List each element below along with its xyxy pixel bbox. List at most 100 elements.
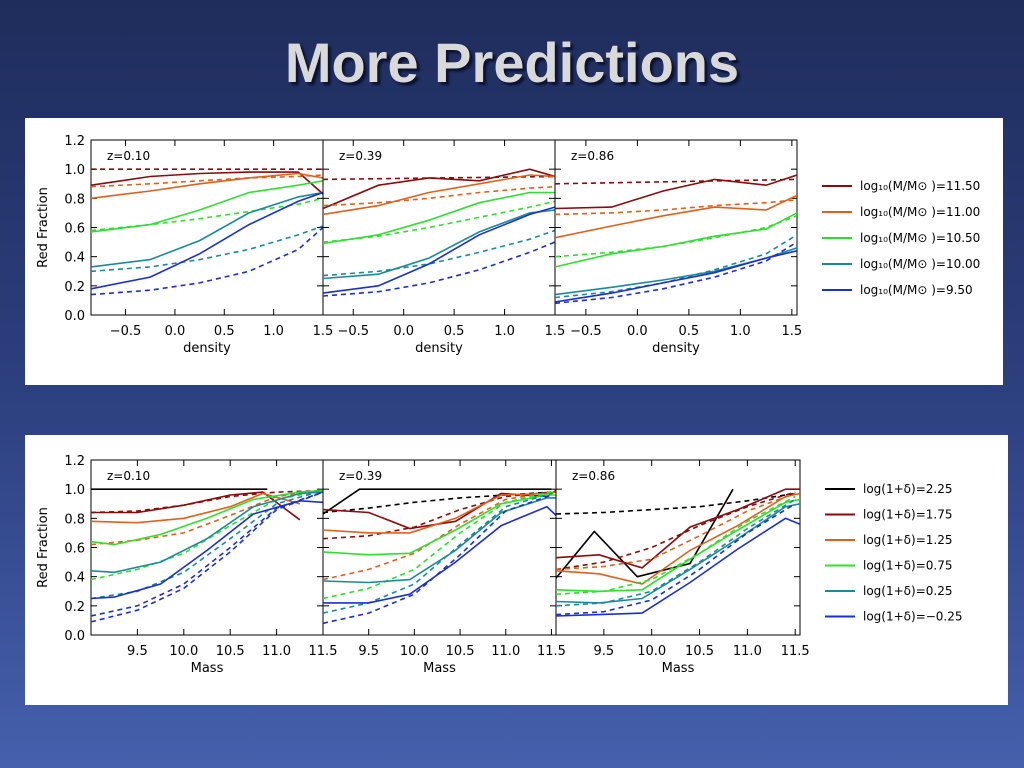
series-line-model: [91, 225, 323, 273]
series-line-data: [323, 505, 556, 604]
x-tick-label: 0.0: [627, 324, 648, 339]
x-tick-label: 11.5: [781, 644, 810, 659]
series-line-data: [323, 191, 555, 245]
series-line-data: [323, 488, 552, 515]
panel-1: 0.0 0.2 0.4 0.6 0.8 1.0 1.2 −0.5 0.0 0.5 1.0 1.5 den…: [64, 134, 333, 356]
legend-label: log(1+δ)=2.25: [863, 482, 952, 496]
x-tick-label: 1.0: [730, 324, 751, 339]
x-tick-label: 1.0: [494, 324, 515, 339]
series-group: [555, 174, 797, 305]
series-line-model: [555, 234, 797, 299]
x-tick-label: 1.5: [545, 324, 566, 339]
series-line-data: [555, 174, 797, 210]
legend-label: log(1+δ)=0.25: [863, 584, 952, 598]
y-tick-label: 0.2: [64, 600, 85, 615]
series-line-data: [323, 494, 556, 556]
x-tick-label: 9.5: [358, 644, 379, 659]
series-line-model: [556, 492, 796, 571]
panel-label: z=0.86: [572, 469, 615, 483]
panel-2: −0.5 0.0 0.5 1.0 1.5 density z=0.39: [322, 139, 566, 356]
legend: log₁₀(M/M⊙ )=11.50 log₁₀(M/M⊙ )=11.00 log₁…: [822, 179, 980, 297]
x-tick-label: 10.5: [446, 644, 475, 659]
series-line-model: [555, 199, 797, 216]
series-line-model: [555, 215, 797, 258]
series-line-data: [556, 488, 800, 569]
x-tick-label: 1.5: [313, 324, 334, 339]
x-axis-label: density: [652, 341, 700, 356]
x-tick-label: 10.0: [169, 644, 198, 659]
y-tick-label: 0.8: [64, 192, 85, 207]
series-group: [323, 488, 556, 625]
series-group: [91, 488, 323, 623]
x-tick-label: 10.0: [637, 644, 666, 659]
x-tick-label: 0.0: [165, 324, 186, 339]
x-tick-label: −0.5: [570, 324, 602, 339]
y-tick-label: 0.6: [64, 222, 85, 237]
panel-3: 9.5 10.0 10.5 11.0 11.5 Mass z=0.86: [555, 459, 810, 676]
series-line-data: [323, 497, 556, 584]
x-axis-label: Mass: [662, 661, 695, 676]
series-group: [556, 488, 800, 617]
series-line-model: [91, 489, 323, 600]
legend-label: log₁₀(M/M⊙ )=10.00: [860, 257, 980, 271]
panel-label: z=0.86: [571, 149, 614, 163]
series-line-model: [556, 503, 796, 616]
y-tick-label: 0.0: [64, 629, 85, 644]
x-tick-label: −0.5: [337, 324, 369, 339]
series-line-data: [323, 209, 555, 280]
series-group: [323, 168, 555, 297]
series-line-data: [323, 206, 555, 294]
series-line-model: [556, 491, 796, 571]
series-line-data: [556, 492, 800, 585]
panel-label: z=0.39: [339, 469, 382, 483]
series-line-data: [555, 250, 797, 303]
series-line-model: [323, 491, 552, 540]
figure-red-fraction-vs-mass: Red Fraction 0.0 0.2 0.4 0.6 0.8 1.0 1.2 9.5 10.0…: [25, 435, 1008, 705]
series-line-data: [91, 191, 323, 290]
series-line-data: [555, 194, 797, 239]
x-tick-label: 10.5: [216, 644, 245, 659]
legend-label: log₁₀(M/M⊙ )=11.00: [860, 205, 980, 219]
x-tick-label: 11.0: [491, 644, 520, 659]
series-line-model: [323, 491, 552, 600]
x-tick-label: 1.0: [263, 324, 284, 339]
y-tick-label: 1.0: [64, 163, 85, 178]
series-line-model: [556, 498, 796, 607]
x-tick-label: 9.5: [593, 644, 614, 659]
x-tick-label: 0.5: [679, 324, 700, 339]
series-line-model: [91, 197, 323, 232]
x-axis-label: density: [415, 341, 463, 356]
series-line-data: [556, 488, 734, 579]
x-tick-label: 11.0: [262, 644, 291, 659]
series-line-model: [91, 491, 323, 617]
x-tick-label: 10.5: [685, 644, 714, 659]
series-line-data: [91, 489, 323, 546]
legend-label: log₁₀(M/M⊙ )=10.50: [860, 231, 980, 245]
series-line-model: [323, 185, 555, 207]
legend-label: log(1+δ)=1.75: [863, 508, 952, 522]
series-line-model: [555, 241, 797, 305]
y-tick-label: 0.0: [64, 309, 85, 324]
x-tick-label: 10.0: [400, 644, 429, 659]
x-tick-label: 0.5: [214, 324, 235, 339]
y-tick-label: 1.2: [64, 454, 85, 469]
x-tick-label: 0.5: [444, 324, 465, 339]
figure-red-fraction-vs-density: Red Fraction 0.0 0.2 0.4 0.6 0.8 1.0 1.2 −0.5 0.0…: [25, 118, 1003, 385]
legend-label: log₁₀(M/M⊙ )=9.50: [860, 283, 973, 297]
x-tick-label: 0.0: [393, 324, 414, 339]
x-axis-label: Mass: [423, 661, 456, 676]
legend: log(1+δ)=2.25 log(1+δ)=1.75 log(1+δ)=1.25 l…: [825, 482, 963, 624]
series-line-data: [323, 174, 555, 216]
x-axis-label: Mass: [191, 661, 224, 676]
series-line-model: [323, 494, 552, 625]
y-tick-label: 0.2: [64, 280, 85, 295]
panel-3: −0.5 0.0 0.5 1.0 1.5 density z=0.86: [554, 139, 802, 356]
series-line-data: [91, 172, 323, 200]
x-axis-label: density: [183, 341, 231, 356]
x-tick-label: 9.5: [127, 644, 148, 659]
panel-frame: [555, 459, 801, 636]
x-tick-label: 11.5: [309, 644, 338, 659]
panel-2: 9.5 10.0 10.5 11.0 11.5 Mass z=0.39: [322, 459, 566, 676]
legend-label: log(1+δ)=−0.25: [863, 610, 963, 624]
